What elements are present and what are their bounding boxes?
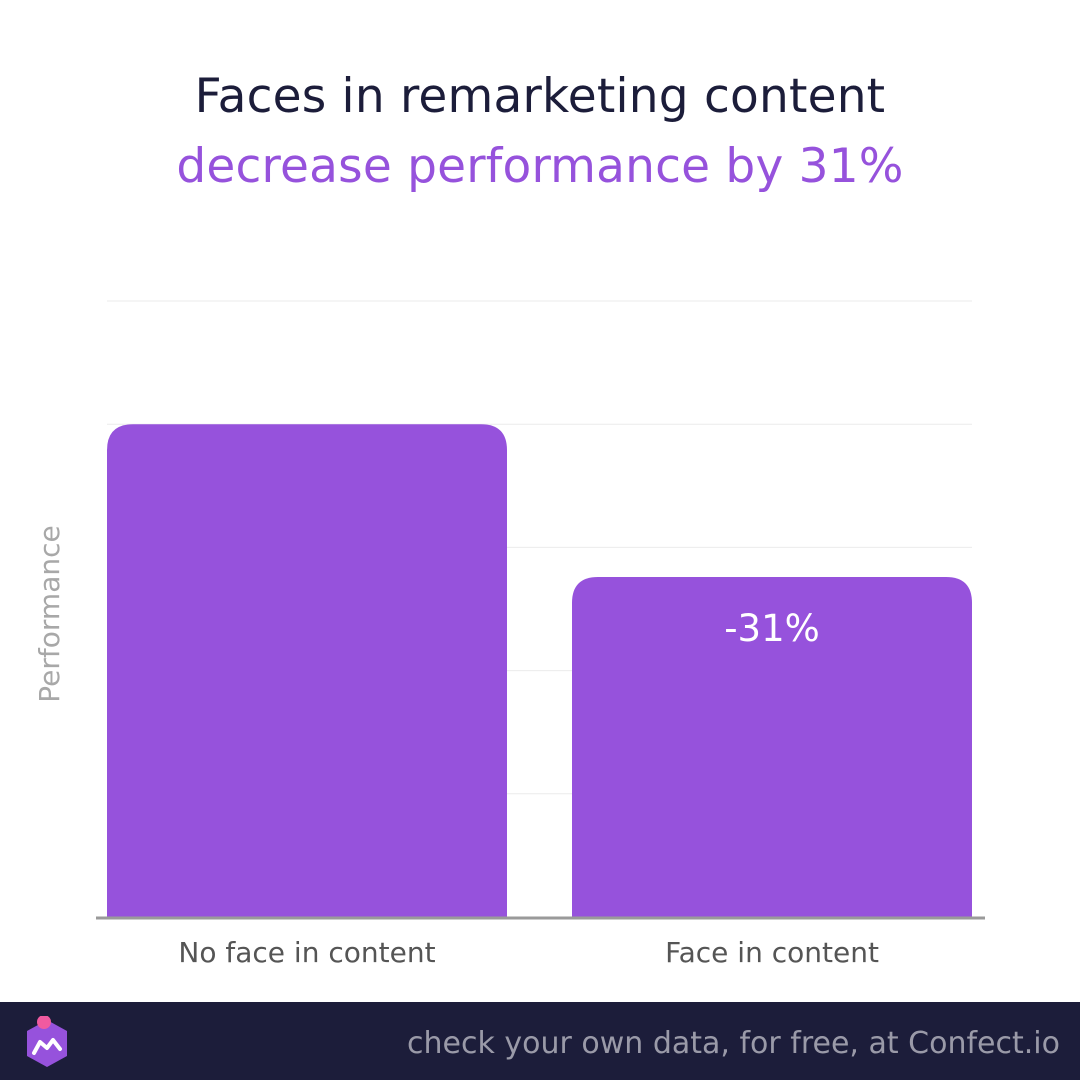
- category-label-1: Face in content: [665, 936, 879, 969]
- y-axis-label: Performance: [33, 525, 66, 702]
- confect-logo-icon: [27, 1016, 67, 1067]
- category-label-0: No face in content: [178, 936, 435, 969]
- bar-0: [107, 424, 507, 917]
- data-label-1: -31%: [724, 607, 820, 650]
- bar-1: [572, 576, 972, 917]
- bar-chart: No face in content -31% Face in content Per…: [33, 300, 985, 969]
- title-line-1: Faces in remarketing content: [194, 69, 886, 124]
- footer-text: check your own data, for free, at Confec…: [407, 1026, 1060, 1061]
- title-line-2: decrease performance by 31%: [176, 139, 904, 194]
- footer: check your own data, for free, at Confec…: [0, 1002, 1080, 1080]
- chart-title: Faces in remarketing content decrease pe…: [0, 62, 1080, 202]
